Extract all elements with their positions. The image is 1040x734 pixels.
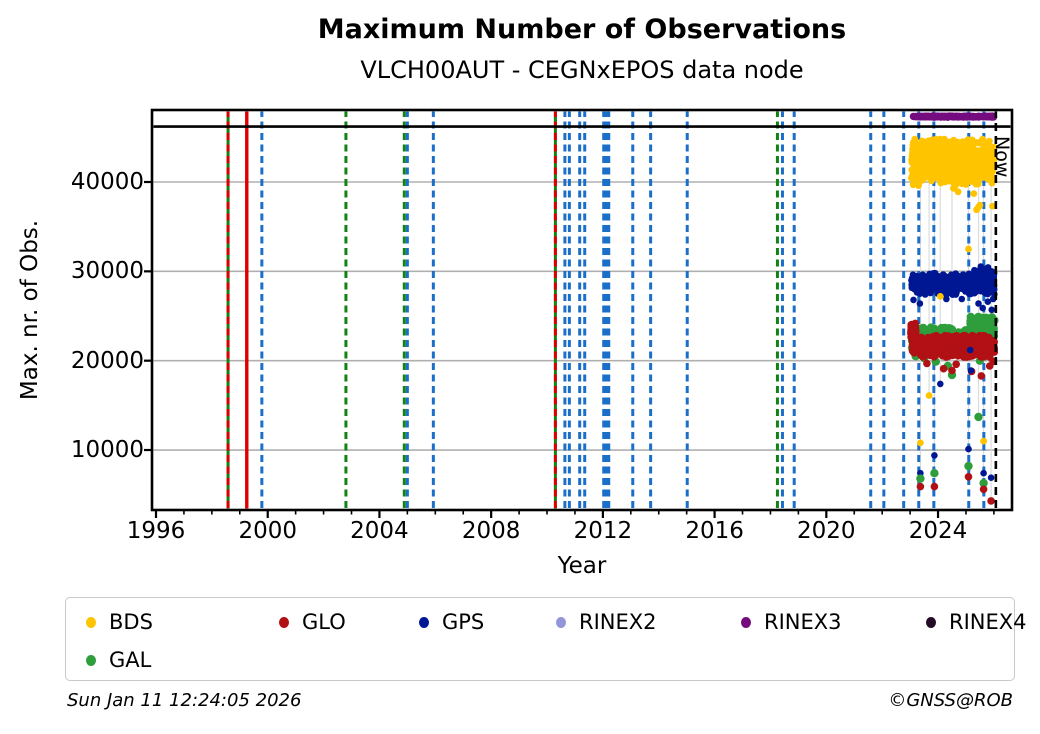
dropout-point-glo	[964, 473, 973, 481]
footer-timestamp: Sun Jan 11 12:24:05 2026	[67, 690, 302, 711]
legend-label: RINEX3	[764, 610, 842, 634]
dropout-point-bds	[975, 203, 982, 211]
dropout-point-bds	[925, 392, 933, 399]
dropout-point-bds	[917, 439, 924, 447]
outlier-point	[954, 188, 962, 196]
outlier-point	[984, 298, 992, 306]
legend-item-gps: GPS	[419, 609, 484, 635]
legend-marker-icon	[741, 616, 751, 628]
legend-marker-icon	[86, 616, 96, 628]
outlier-point	[952, 182, 959, 190]
x-tick-label: 1996	[126, 518, 186, 544]
dropout-point-glo	[930, 482, 939, 491]
dropout-point-gal	[930, 469, 939, 478]
legend-label: BDS	[109, 610, 153, 634]
legend-item-rinex3: RINEX3	[741, 609, 842, 635]
x-tick-label: 2024	[908, 518, 968, 544]
outlier-point	[989, 202, 996, 210]
dropout-point-gps	[965, 445, 972, 453]
legend-label: RINEX4	[949, 610, 1027, 634]
dropout-point-gps	[931, 452, 938, 459]
legend-item-gal: GAL	[86, 647, 151, 673]
outlier-point	[952, 360, 960, 369]
chart-subtitle: VLCH00AUT - CEGNxEPOS data node	[360, 56, 804, 84]
plot-border	[150, 108, 1014, 512]
legend-label: GLO	[302, 610, 346, 634]
chart-title: Maximum Number of Observations	[317, 14, 847, 45]
dropout-point-gal	[974, 412, 983, 422]
legend-label: GAL	[109, 648, 152, 672]
outlier-point	[916, 300, 924, 307]
legend-label: RINEX2	[579, 610, 657, 634]
outlier-point	[915, 182, 922, 190]
legend-marker-icon	[419, 616, 429, 628]
x-tick-label: 2008	[461, 518, 521, 544]
dropout-point-bds	[980, 437, 987, 445]
series-glo	[907, 319, 999, 380]
x-axis-label: Year	[557, 553, 607, 579]
footer-credit: ©GNSS@ROB	[888, 690, 1013, 711]
x-tick-label: 2000	[238, 518, 297, 544]
legend-marker-icon	[926, 616, 936, 628]
now-annotation: Now	[991, 136, 1013, 178]
outlier-point	[967, 367, 975, 374]
legend-label: GPS	[442, 610, 485, 634]
dropout-point-gps	[937, 380, 944, 388]
dropout-point-gps	[980, 469, 987, 477]
legend-item-rinex4: RINEX4	[926, 609, 1027, 635]
x-tick-label: 2016	[685, 518, 744, 544]
legend-marker-icon	[279, 616, 289, 628]
x-tick-label: 2020	[797, 518, 856, 544]
legend-item-bds: BDS	[86, 609, 153, 635]
series-bds	[908, 135, 998, 214]
dropout-point-glo	[979, 485, 988, 494]
y-tick-label: 30000	[70, 258, 144, 285]
dropout-point-glo	[916, 482, 925, 491]
x-tick-label: 2012	[573, 518, 633, 544]
dropout-point-glo	[987, 497, 995, 505]
outlier-point	[958, 295, 966, 303]
dropout-point-bds	[965, 245, 972, 253]
legend-item-rinex2: RINEX2	[556, 609, 657, 635]
legend-item-glo: GLO	[279, 609, 346, 635]
legend: BDS GLO GPS RINEX2 RINEX3 RINEX4 GAL	[65, 597, 1027, 681]
outlier-point	[970, 190, 978, 198]
legend-marker-icon	[556, 616, 566, 628]
dropout-point-gal	[979, 478, 988, 488]
outlier-point	[966, 346, 974, 354]
outlier-point	[910, 296, 917, 304]
y-axis-label: Max. nr. of Obs.	[17, 219, 43, 401]
outlier-point	[939, 364, 948, 373]
outlier-point	[975, 300, 982, 307]
y-tick-label: 20000	[70, 347, 144, 374]
x-tick-label: 2004	[350, 518, 409, 544]
legend-marker-icon	[86, 654, 96, 666]
outlier-point	[988, 306, 995, 314]
dropout-point-gps	[987, 474, 995, 482]
dropout-point-gal	[916, 474, 925, 483]
plot-data-layer	[153, 111, 1011, 509]
outlier-point	[943, 295, 950, 303]
dropout-point-glo	[948, 366, 956, 375]
series-rinex3	[909, 112, 998, 121]
y-tick-label: 40000	[70, 169, 144, 195]
dropout-point-bds	[936, 293, 944, 300]
dropout-point-gal	[964, 461, 973, 471]
outlier-point	[923, 359, 931, 368]
y-tick-label: 10000	[70, 437, 144, 464]
outlier-point	[977, 372, 986, 380]
outlier-point	[979, 304, 986, 312]
